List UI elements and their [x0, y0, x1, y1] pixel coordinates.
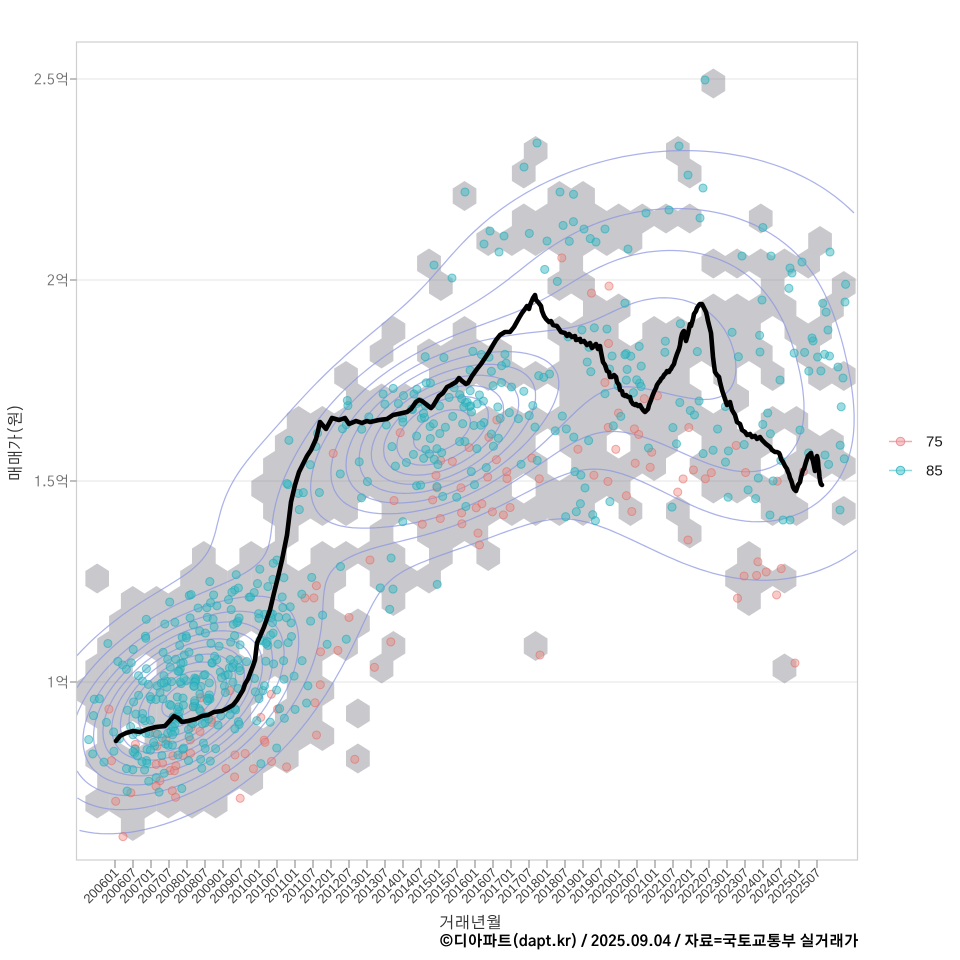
svg-text:75: 75 [926, 434, 943, 451]
svg-text:85: 85 [926, 463, 943, 480]
